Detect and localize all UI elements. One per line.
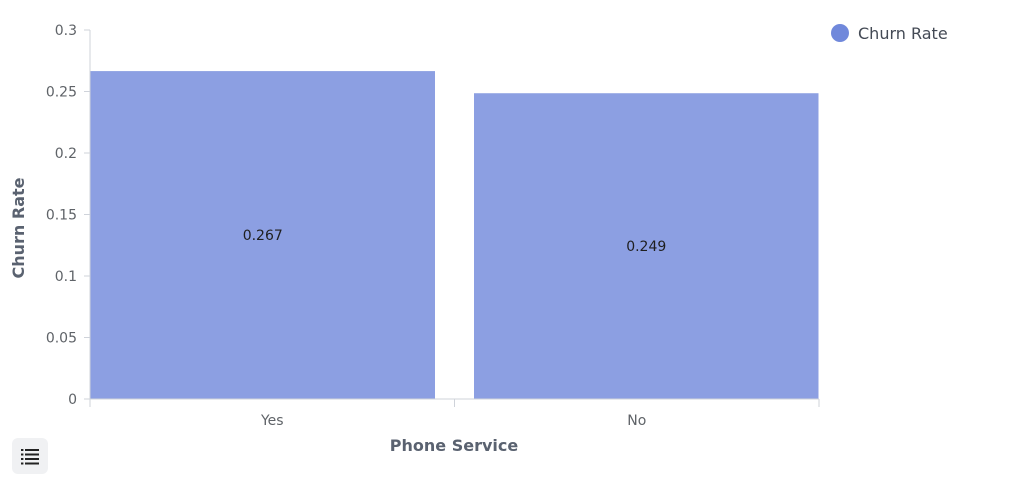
y-tick-label: 0.25 bbox=[46, 85, 77, 101]
y-tick-label: 0.1 bbox=[55, 269, 77, 285]
y-tick-label: 0.2 bbox=[55, 146, 77, 162]
bar-no[interactable] bbox=[473, 92, 820, 400]
axes-layer: Yes No 0 0.05 0.1 0.15 0.2 0.25 0.3 bbox=[46, 23, 820, 429]
legend[interactable]: Churn Rate bbox=[831, 24, 948, 43]
x-tick-label: No bbox=[627, 413, 646, 429]
bars-layer bbox=[89, 70, 820, 400]
y-tick-label: 0.05 bbox=[46, 331, 77, 347]
y-axis-title: Churn Rate bbox=[9, 177, 28, 278]
y-tick-label: 0.15 bbox=[46, 208, 77, 224]
data-labels-layer: 0.267 0.249 bbox=[243, 228, 667, 255]
y-tick-label: 0 bbox=[68, 392, 77, 408]
x-tick-label: Yes bbox=[260, 413, 284, 429]
bar-value-label: 0.267 bbox=[243, 228, 283, 244]
bar-value-label: 0.249 bbox=[626, 239, 666, 255]
legend-label: Churn Rate bbox=[858, 24, 948, 43]
x-axis-title: Phone Service bbox=[390, 436, 519, 455]
bar-yes[interactable] bbox=[89, 70, 436, 400]
list-icon bbox=[21, 449, 39, 465]
data-table-toggle-button[interactable] bbox=[12, 438, 48, 474]
legend-marker bbox=[831, 24, 849, 42]
y-tick-label: 0.3 bbox=[55, 23, 77, 39]
